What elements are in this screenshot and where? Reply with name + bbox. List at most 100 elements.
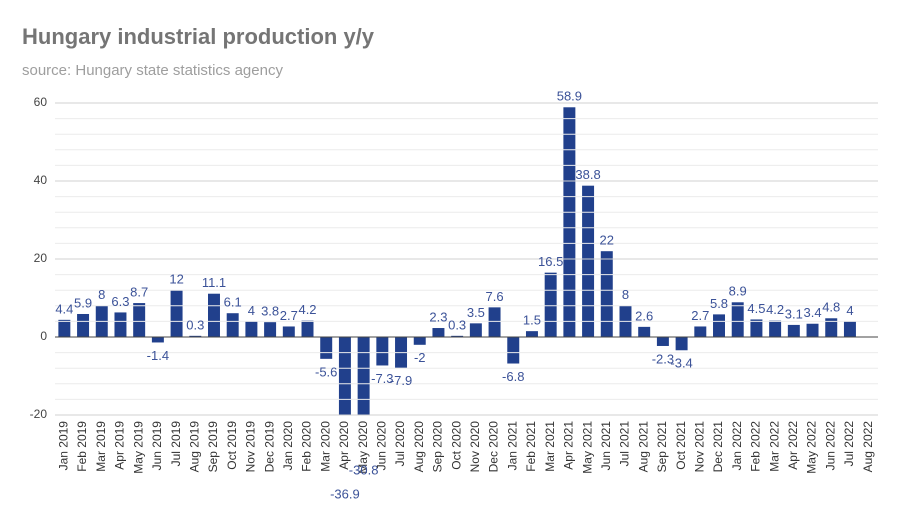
bar (301, 320, 314, 337)
value-label: 3.5 (467, 305, 485, 320)
bar (413, 337, 426, 345)
value-label: -5.6 (315, 364, 337, 379)
x-tick-label: Feb 2019 (75, 421, 89, 472)
x-tick-label: May 2022 (805, 421, 819, 474)
bar (843, 321, 856, 337)
x-tick-label: Nov 2020 (468, 421, 482, 473)
value-label: 8 (622, 287, 629, 302)
bar (338, 337, 351, 415)
value-label: 2.3 (429, 309, 447, 324)
value-label: 8.9 (729, 284, 747, 299)
bar (282, 326, 295, 337)
bar (451, 335, 464, 337)
value-label: 16.5 (538, 254, 563, 269)
value-label: -2 (414, 350, 426, 365)
bar (264, 322, 277, 337)
bar (151, 337, 164, 343)
bar (694, 326, 707, 337)
chart-subtitle: source: Hungary state statistics agency (22, 62, 283, 79)
x-tick-label: Sep 2021 (655, 421, 669, 473)
x-tick-label: Jan 2020 (281, 421, 295, 471)
bar (600, 251, 613, 337)
value-label: -6.8 (502, 369, 524, 384)
value-label: 4.2 (298, 302, 316, 317)
x-tick-label: Oct 2020 (449, 421, 463, 470)
x-tick-label: Aug 2021 (636, 421, 650, 473)
bar (77, 313, 90, 337)
bar (563, 107, 576, 337)
bar (245, 321, 258, 337)
bar (713, 314, 725, 337)
value-label: -7.9 (390, 373, 412, 388)
bar (638, 326, 651, 337)
value-label: 3.1 (785, 306, 803, 321)
bar (825, 318, 838, 337)
value-label: 4.8 (822, 300, 840, 315)
x-tick-label: May 2019 (131, 421, 145, 474)
bar (114, 312, 127, 337)
bar (675, 337, 688, 351)
bar (208, 293, 220, 337)
value-label: 2.6 (635, 308, 653, 323)
x-tick-label: Jan 2021 (505, 421, 519, 471)
x-tick-label: Jan 2022 (730, 421, 744, 471)
y-tick-label: -20 (30, 407, 48, 421)
value-label: 12 (169, 272, 183, 287)
bar (58, 319, 71, 337)
x-tick-label: Apr 2022 (786, 421, 800, 470)
x-tick-label: Feb 2022 (749, 421, 763, 472)
x-tick-label: Aug 2022 (861, 421, 875, 473)
bar (750, 319, 763, 337)
x-tick-label: Jul 2019 (169, 421, 183, 467)
bar (769, 320, 782, 337)
value-label: 5.9 (74, 295, 92, 310)
value-label: 4.5 (747, 301, 765, 316)
bar (582, 185, 595, 337)
x-tick-label: Dec 2020 (487, 421, 501, 473)
value-label: 11.1 (202, 275, 226, 290)
bar (525, 331, 538, 337)
x-tick-label: Oct 2019 (225, 421, 239, 470)
value-label: 58.9 (557, 89, 582, 104)
x-tick-label: Apr 2019 (113, 421, 127, 470)
bar (189, 335, 202, 337)
value-label: 0.3 (186, 317, 204, 332)
x-tick-label: Jul 2022 (842, 421, 856, 467)
value-label: 4.2 (766, 302, 784, 317)
x-tick-label: Jan 2019 (57, 421, 71, 471)
value-label: 4 (248, 303, 255, 318)
x-tick-label: Mar 2022 (767, 421, 781, 472)
x-tick-label: Jun 2022 (823, 421, 837, 471)
x-tick-label: Jun 2020 (375, 421, 389, 471)
value-label: 38.8 (575, 167, 600, 182)
value-label: 4.4 (55, 301, 73, 316)
x-tick-label: Jul 2020 (393, 421, 407, 467)
bar (320, 337, 333, 359)
y-tick-label: 60 (34, 95, 48, 109)
x-tick-label: Nov 2019 (244, 421, 258, 473)
y-tick-label: 0 (40, 329, 47, 343)
x-tick-label: Oct 2021 (674, 421, 688, 470)
y-tick-label: 40 (34, 173, 48, 187)
bar (357, 337, 370, 415)
value-label: 8.7 (130, 285, 148, 300)
x-tick-label: Dec 2021 (711, 421, 725, 473)
x-tick-label: May 2020 (356, 421, 370, 474)
x-tick-label: Mar 2020 (318, 421, 332, 472)
value-label: 22 (600, 233, 614, 248)
x-tick-label: Aug 2019 (187, 421, 201, 473)
bar (656, 337, 669, 346)
x-tick-label: Jun 2021 (599, 421, 613, 471)
value-label: -3.4 (670, 356, 692, 371)
value-label: 7.6 (486, 289, 504, 304)
bar (488, 307, 501, 337)
x-tick-label: May 2021 (580, 421, 594, 474)
value-label: -1.4 (147, 348, 169, 363)
bar (507, 337, 520, 364)
x-tick-label: Aug 2020 (412, 421, 426, 473)
bar (806, 323, 819, 337)
bar (731, 302, 744, 337)
value-label: -2.3 (652, 351, 674, 366)
value-label: -30.8 (349, 463, 379, 478)
x-tick-label: Nov 2021 (692, 421, 706, 473)
